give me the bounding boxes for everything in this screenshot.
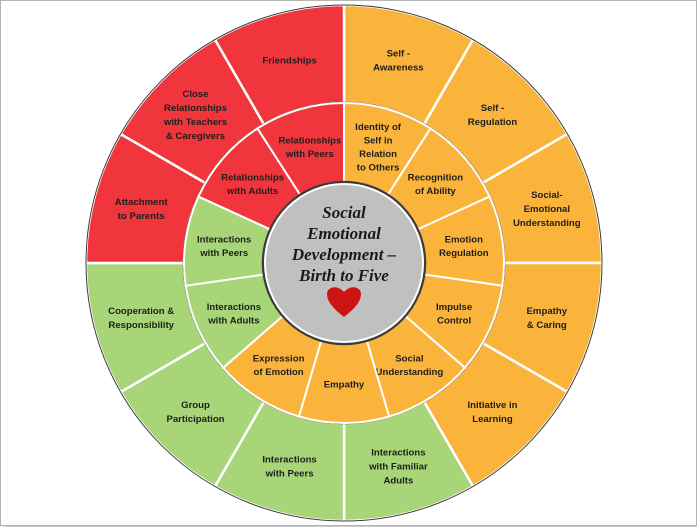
inner-label-impulse-control-line-1: Impulse — [436, 302, 472, 313]
outer-label-empathy-caring-line-2: & Caring — [527, 320, 567, 331]
inner-label-expression-of-emotion-line-1: Expression — [253, 354, 305, 365]
outer-label-self-awareness-line-2: Awareness — [373, 63, 424, 74]
inner-label-identity-of-self-line-2: Self in — [364, 136, 393, 147]
outer-label-initiative-in-learning-line-1: Initiative in — [467, 400, 517, 411]
outer-label-attachment-to-parents-line-1: Attachment — [115, 197, 169, 208]
inner-label-identity-of-self-line-1: Identity of — [355, 122, 402, 133]
inner-label-interactions-adults-inner-line-2: with Adults — [207, 316, 259, 327]
outer-ring: Self - Awareness Self - Regulation Social- Em… — [84, 3, 604, 523]
outer-label-social-emotional-understanding-line-2: Emotional — [524, 204, 570, 215]
outer-label-interactions-familiar-adults-line-2: with Familiar — [368, 461, 428, 472]
outer-label-cooperation-responsibility-line-1: Cooperation & — [108, 306, 174, 317]
inner-label-impulse-control-line-2: Control — [437, 316, 471, 327]
outer-label-group-participation-line-1: Group — [181, 400, 210, 411]
outer-label-cooperation-responsibility-line-2: Responsibility — [108, 320, 174, 331]
inner-ring: Identity of Self in Relation to Others Recog… — [183, 101, 505, 424]
inner-label-expression-of-emotion-line-2: of Emotion — [254, 367, 304, 378]
outer-ring-border — [85, 4, 603, 522]
outer-label-friendships-line-1: Friendships — [262, 56, 316, 67]
outer-label-interactions-familiar-adults-line-1: Interactions — [371, 447, 425, 458]
center-title-line-2: Emotional — [306, 224, 381, 243]
outer-label-close-relationships-line-3: with Teachers — [163, 117, 227, 128]
outer-label-self-regulation-line-1: Self - — [481, 103, 504, 114]
outer-label-self-awareness-line-1: Self - — [387, 49, 410, 60]
inner-label-relationships-adults-line-1: Relationships — [221, 173, 284, 184]
inner-label-recognition-of-ability-line-1: Recognition — [408, 173, 464, 184]
outer-label-empathy-caring-line-1: Empathy — [527, 306, 568, 317]
outer-label-social-emotional-understanding-line-3: Understanding — [513, 218, 581, 229]
inner-label-relationships-peers-line-2: with Peers — [285, 149, 334, 160]
outer-label-close-relationships-line-2: Relationships — [164, 103, 227, 114]
inner-label-social-understanding-line-1: Social — [395, 354, 423, 365]
outer-label-self-regulation-line-2: Regulation — [468, 117, 518, 128]
outer-label-social-emotional-understanding-line-1: Social- — [531, 190, 562, 201]
mid-ring-border — [261, 180, 427, 346]
inner-label-emotion-regulation-line-2: Regulation — [439, 248, 489, 259]
inner-label-identity-of-self-line-3: Relation — [359, 149, 397, 160]
inner-label-social-understanding-line-2: Understanding — [376, 367, 444, 378]
inner-label-recognition-of-ability-line-2: of Ability — [415, 186, 456, 197]
outer-label-interactions-peers-outer-line-2: with Peers — [265, 468, 314, 479]
inner-label-interactions-peers-inner-line-2: with Peers — [199, 248, 248, 259]
outer-label-attachment-to-parents-line-2: to Parents — [118, 211, 165, 222]
inner-label-emotion-regulation-line-1: Emotion — [445, 235, 484, 246]
inner-label-identity-of-self-line-4: to Others — [357, 163, 400, 174]
outer-label-interactions-peers-outer-line-1: Interactions — [262, 454, 316, 465]
inner-label-interactions-adults-inner-line-1: Interactions — [207, 302, 261, 313]
outer-label-close-relationships-line-1: Close — [182, 89, 208, 100]
outer-label-group-participation-line-2: Participation — [166, 414, 224, 425]
outer-label-close-relationships-line-4: & Caregivers — [166, 131, 225, 142]
center-title-line-3: Development – — [291, 245, 397, 264]
outer-label-interactions-familiar-adults-line-3: Adults — [383, 475, 413, 486]
outer-label-initiative-in-learning-line-2: Learning — [472, 414, 513, 425]
inner-label-relationships-adults-line-2: with Adults — [226, 186, 278, 197]
inner-label-relationships-peers-line-1: Relationships — [278, 136, 341, 147]
center-disc — [264, 183, 424, 343]
center-title-line-4: Birth to Five — [298, 266, 389, 285]
inner-label-interactions-peers-inner-line-1: Interactions — [197, 235, 251, 246]
heart-icon — [327, 287, 361, 317]
inner-label-empathy-inner-line-1: Empathy — [324, 380, 365, 391]
center-title-line-1: Social — [322, 203, 366, 222]
